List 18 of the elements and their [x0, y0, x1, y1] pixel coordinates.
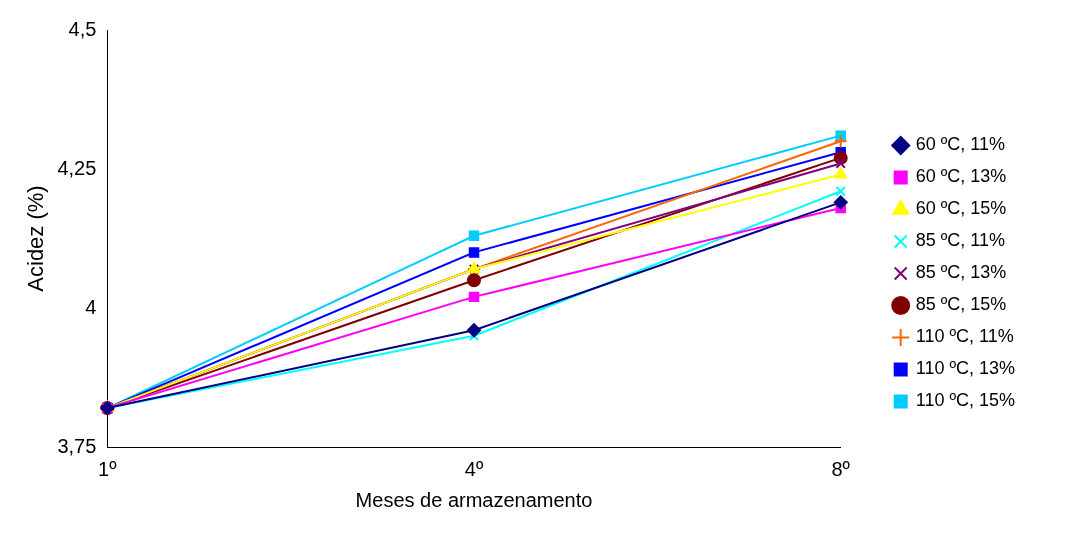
y-tick-label: 4,5 [68, 17, 97, 40]
legend-label: 110 ºC, 15% [915, 390, 1016, 411]
y-axis-title: Acidez (%) [23, 185, 49, 292]
legend-label: 110 ºC, 11% [915, 326, 1014, 347]
legend-label: 60 ºC, 13% [915, 166, 1007, 187]
x-tick-label: 1º [98, 457, 118, 480]
legend-label: 60 ºC, 11% [915, 134, 1005, 155]
legend-label: 85 ºC, 13% [915, 262, 1007, 283]
legend-label: 110 ºC, 13% [915, 358, 1016, 379]
legend-label: 85 ºC, 15% [915, 294, 1007, 315]
x-axis-title: Meses de armazenamento [355, 488, 593, 511]
y-tick-label: 4 [85, 295, 97, 318]
x-tick-label: 4º [464, 457, 484, 480]
legend-label: 85 ºC, 11% [915, 230, 1005, 251]
y-tick-label: 4,25 [57, 156, 97, 179]
legend-label: 60 ºC, 15% [915, 198, 1007, 219]
y-tick-label: 3,75 [57, 434, 97, 457]
x-tick-label: 8º [831, 457, 851, 480]
